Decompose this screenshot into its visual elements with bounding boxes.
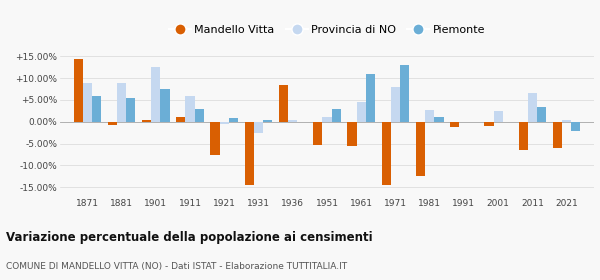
Bar xyxy=(185,95,194,122)
Bar xyxy=(74,59,83,122)
Bar xyxy=(313,122,322,145)
Text: COMUNE DI MANDELLO VITTA (NO) - Dati ISTAT - Elaborazione TUTTITALIA.IT: COMUNE DI MANDELLO VITTA (NO) - Dati IST… xyxy=(6,262,347,271)
Bar xyxy=(151,67,160,122)
Bar xyxy=(518,122,528,150)
Bar xyxy=(425,109,434,122)
Bar xyxy=(279,85,288,122)
Bar xyxy=(142,120,151,122)
Bar xyxy=(211,122,220,155)
Bar xyxy=(322,117,332,122)
Bar xyxy=(400,65,409,122)
Bar xyxy=(254,122,263,133)
Bar xyxy=(494,111,503,122)
Bar xyxy=(126,98,136,122)
Bar xyxy=(366,74,375,122)
Bar xyxy=(347,122,356,146)
Bar xyxy=(416,122,425,176)
Bar xyxy=(571,122,580,130)
Bar xyxy=(160,89,170,122)
Bar xyxy=(332,109,341,122)
Bar xyxy=(434,117,443,122)
Bar xyxy=(263,120,272,122)
Bar xyxy=(229,118,238,122)
Bar xyxy=(528,94,537,122)
Bar xyxy=(245,122,254,185)
Bar xyxy=(220,122,229,124)
Bar xyxy=(391,87,400,122)
Bar xyxy=(83,83,92,122)
Bar xyxy=(553,122,562,148)
Bar xyxy=(108,122,117,125)
Bar xyxy=(288,120,298,122)
Bar xyxy=(537,106,546,122)
Bar xyxy=(484,122,494,126)
Bar xyxy=(194,109,204,122)
Bar xyxy=(92,95,101,122)
Legend: Mandello Vitta, Provincia di NO, Piemonte: Mandello Vitta, Provincia di NO, Piemont… xyxy=(164,20,490,39)
Bar xyxy=(356,102,366,122)
Bar xyxy=(450,122,460,127)
Text: Variazione percentuale della popolazione ai censimenti: Variazione percentuale della popolazione… xyxy=(6,231,373,244)
Bar xyxy=(382,122,391,185)
Bar xyxy=(176,117,185,122)
Bar xyxy=(562,120,571,122)
Bar xyxy=(117,83,126,122)
